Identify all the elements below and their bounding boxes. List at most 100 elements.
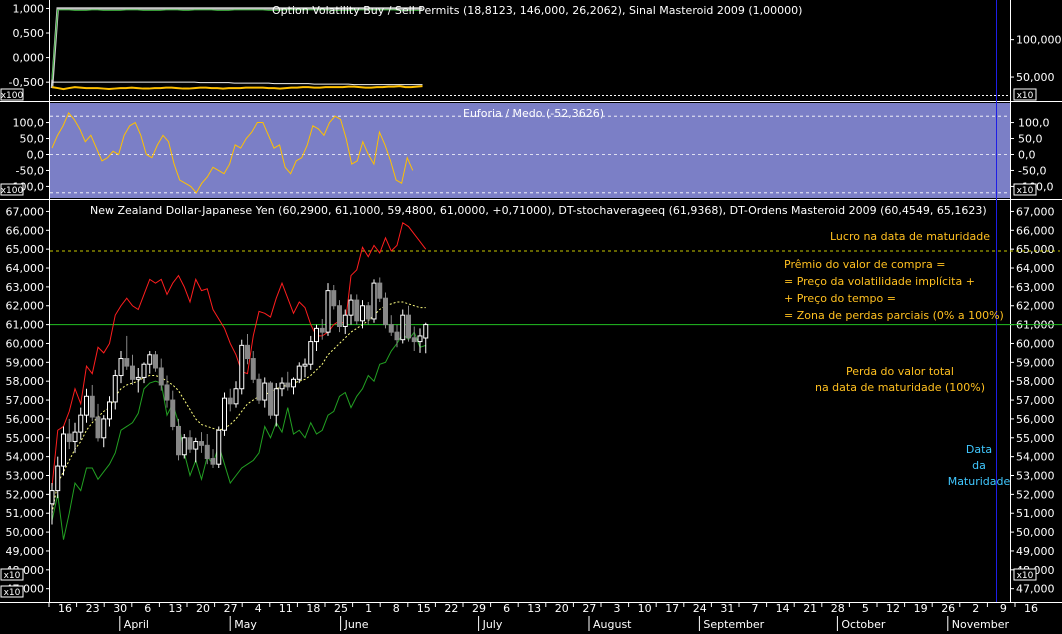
perda-line: na data de maturidade (100%): [814, 381, 986, 394]
candle-body: [268, 382, 273, 416]
right-tick-label: 50,0: [1018, 133, 1043, 146]
x-tick-label: 31: [720, 602, 734, 615]
right-tick-label: 100,0: [1018, 117, 1050, 130]
x-tick-label: 18: [306, 602, 320, 615]
multiplier-tag: x10: [4, 571, 21, 581]
volatility-series-line: [50, 7, 423, 89]
x-month-label: August: [593, 618, 632, 631]
candle-body: [285, 382, 291, 388]
candle-body: [49, 490, 55, 505]
candle-body: [112, 375, 118, 403]
x-tick-label: 7: [752, 602, 759, 615]
x-tick-label: 14: [776, 602, 790, 615]
multiplier-tag-box: [0, 183, 24, 196]
perda-line: Perda do valor total: [846, 365, 954, 378]
candle-body: [181, 437, 187, 456]
maturity-line: Maturidade: [947, 475, 1011, 488]
left-tick-label: 55,000: [6, 432, 45, 445]
candle-body: [291, 378, 296, 388]
x-tick-label: 30: [113, 602, 127, 615]
x-tick-label: 26: [941, 602, 955, 615]
left-tick-label: 0,500: [13, 27, 45, 40]
left-tick-label: 1,000: [13, 2, 45, 15]
x-month-label: April: [124, 618, 149, 631]
x-tick-label: 24: [693, 602, 707, 615]
x-tick-label: 1: [365, 602, 372, 615]
candle-body: [118, 358, 124, 377]
x-tick-label: 20: [555, 602, 569, 615]
multiplier-tag: x100: [1, 91, 24, 101]
premio-line: = Zona de perdas parciais (0% a 100%): [784, 309, 1004, 322]
candle-body: [61, 433, 66, 467]
volatility-series-line: [51, 9, 423, 80]
left-tick-label: 53,000: [6, 470, 45, 483]
right-tick-label: 100,000: [1016, 34, 1062, 47]
right-tick-label: 63,000: [1016, 281, 1055, 294]
right-tick-label: 50,000: [1016, 71, 1055, 84]
upper-band-line: [51, 221, 427, 487]
left-tick-label: -0,500: [9, 76, 44, 89]
candle-body: [227, 397, 233, 405]
left-tick-label: 50,000: [6, 526, 45, 539]
x-tick-label: 20: [196, 602, 210, 615]
multiplier-tag: x10: [1017, 571, 1034, 581]
right-tick-label: 60,000: [1016, 337, 1055, 350]
x-tick-label: 28: [831, 602, 845, 615]
multiplier-tag-box: [1013, 183, 1037, 196]
x-tick-label: 16: [58, 602, 72, 615]
x-tick-label: 6: [144, 602, 151, 615]
candle-body: [319, 327, 325, 333]
candle-body: [406, 314, 411, 339]
candle-body: [130, 365, 135, 380]
multiplier-tag-box: [0, 568, 24, 581]
perda-annotation: Perda do valor total na data de maturida…: [800, 364, 1000, 396]
right-tick-label: 57,000: [1016, 394, 1055, 407]
right-tick-label: 65,000: [1016, 243, 1055, 256]
multiplier-tag-box: [1013, 88, 1037, 101]
candle-body: [371, 282, 377, 320]
right-tick-label: 49,000: [1016, 545, 1055, 558]
x-tick-label: 3: [614, 602, 621, 615]
candle-body: [348, 299, 354, 316]
candle-body: [331, 290, 337, 307]
x-month-label: October: [841, 618, 885, 631]
x-tick-label: 12: [886, 602, 900, 615]
price-panel-title: New Zealand Dollar-Japanese Yen (60,2900…: [90, 204, 987, 217]
left-tick-label: 0,000: [13, 52, 45, 65]
euforia-panel-title: Euforia / Medo (-52,3626): [463, 107, 605, 120]
candle-body: [135, 376, 141, 380]
x-tick-label: 27: [224, 602, 238, 615]
candle-body: [388, 324, 394, 333]
x-tick-label: 11: [279, 602, 293, 615]
right-tick-label: -50,0: [1018, 164, 1046, 177]
left-tick-label: -50,0: [16, 164, 44, 177]
candle-body: [314, 327, 319, 343]
candle-body: [337, 305, 342, 327]
right-tick-label: 47,000: [1016, 583, 1055, 596]
left-tick-label: 58,000: [6, 375, 45, 388]
x-tick-label: 19: [914, 602, 928, 615]
candle-body: [101, 418, 107, 439]
right-tick-label: 58,000: [1016, 375, 1055, 388]
x-tick-label: 5: [862, 602, 869, 615]
candle-body: [360, 305, 365, 322]
volatility-series-line: [52, 81, 423, 86]
candle-body: [250, 358, 256, 380]
right-tick-label: 56,000: [1016, 413, 1055, 426]
x-tick-label: 2: [972, 602, 979, 615]
multiplier-tag: x10: [1017, 186, 1034, 196]
premio-line: + Preço do tempo =: [784, 292, 896, 305]
right-tick-label: 50,000: [1016, 526, 1055, 539]
candle-body: [325, 290, 331, 333]
candle-body: [158, 367, 164, 386]
x-month-label: July: [482, 618, 503, 631]
right-tick-label: 59,000: [1016, 356, 1055, 369]
multiplier-tag: x10: [4, 588, 21, 598]
candle-body: [354, 299, 360, 322]
candle-body: [239, 344, 245, 390]
candle-body: [342, 314, 348, 327]
x-tick-label: 4: [255, 602, 262, 615]
candle-body: [279, 382, 285, 390]
candle-body: [124, 358, 130, 367]
